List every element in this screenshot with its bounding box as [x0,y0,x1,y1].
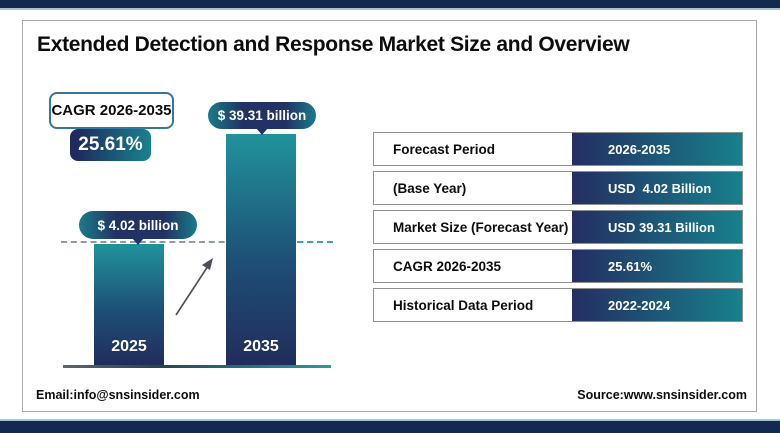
page-title: Extended Detection and Response Market S… [37,33,630,56]
top-accent-bar [0,0,780,10]
cagr-value: 25.61% [78,134,143,155]
row-value: 2022-2024 [572,289,742,321]
table-row: Forecast Period 2026-2035 [373,132,743,166]
footer-source: Source:www.snsinsider.com [577,388,747,402]
row-label: Market Size (Forecast Year) [393,219,569,235]
cagr-value-badge: 25.61% [70,129,151,161]
summary-table: Forecast Period 2026-2035 (Base Year) US… [373,132,743,327]
main-panel: Extended Detection and Response Market S… [22,20,757,412]
bar-2025: 2025 [94,244,164,365]
bar-value-pill-2035: $ 39.31 billion [208,102,316,129]
bottom-accent-bar [0,419,780,433]
footer-email: Email:info@snsinsider.com [36,388,200,402]
dashed-reference-line [61,241,333,243]
row-label: Historical Data Period [393,297,534,313]
table-row: (Base Year) USD 4.02 Billion [373,171,743,205]
table-row: Historical Data Period 2022-2024 [373,288,743,322]
cagr-label: CAGR 2026-2035 [51,102,172,119]
cagr-label-box: CAGR 2026-2035 [49,92,174,129]
row-value: USD 4.02 Billion [572,172,742,204]
bar-year-label: 2025 [111,338,147,355]
row-value: 2026-2035 [572,133,742,165]
bar-year-label: 2035 [243,338,279,355]
growth-arrow-icon [175,258,213,316]
row-label: CAGR 2026-2035 [393,258,502,274]
bar-value-pill-2025: $ 4.02 billion [79,211,197,239]
dashed-reference-line-teal [297,241,333,243]
row-label: Forecast Period [393,141,496,157]
table-row: Market Size (Forecast Year) USD 39.31 Bi… [373,210,743,244]
bar-2035: 2035 [226,134,296,365]
row-value: USD 39.31 Billion [572,211,742,243]
row-value: 25.61% [572,250,742,282]
row-label: (Base Year) [393,180,467,196]
x-axis-baseline [63,365,331,368]
table-row: CAGR 2026-2035 25.61% [373,249,743,283]
